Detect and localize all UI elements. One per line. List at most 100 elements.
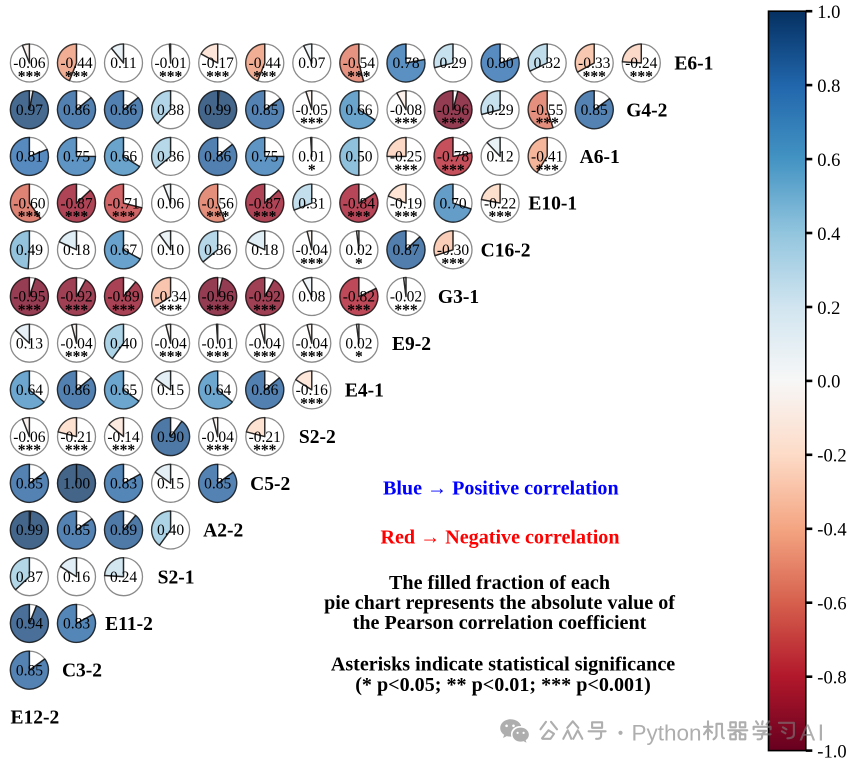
svg-text:-0.25: -0.25: [390, 149, 423, 166]
svg-text:***: ***: [206, 349, 230, 366]
svg-text:0.64: 0.64: [204, 382, 231, 399]
svg-text:A2-2: A2-2: [203, 521, 243, 542]
svg-text:S2-2: S2-2: [299, 427, 336, 448]
svg-text:***: ***: [206, 302, 230, 319]
svg-text:The filled fraction of each: The filled fraction of each: [389, 572, 610, 594]
svg-text:-0.04: -0.04: [60, 335, 93, 352]
svg-text:G4-2: G4-2: [626, 100, 667, 121]
svg-text:0.36: 0.36: [204, 242, 231, 259]
svg-text:Asterisks indicate statistical: Asterisks indicate statistical significa…: [331, 654, 675, 676]
svg-text:***: ***: [300, 395, 324, 412]
svg-text:-0.01: -0.01: [154, 55, 186, 72]
svg-text:***: ***: [347, 69, 371, 86]
svg-text:***: ***: [394, 209, 418, 226]
svg-text:0.6: 0.6: [817, 151, 840, 171]
svg-text:-0.87: -0.87: [249, 195, 282, 212]
svg-text:-0.22: -0.22: [484, 195, 516, 212]
svg-text:***: ***: [488, 209, 512, 226]
svg-text:***: ***: [206, 69, 230, 86]
svg-text:***: ***: [18, 442, 42, 459]
svg-text:***: ***: [300, 115, 324, 132]
svg-text:-0.89: -0.89: [107, 289, 140, 306]
svg-text:-0.06: -0.06: [13, 55, 46, 72]
svg-text:0.01: 0.01: [298, 149, 325, 166]
svg-text:***: ***: [347, 302, 371, 319]
svg-text:1.00: 1.00: [63, 476, 90, 493]
svg-text:0.32: 0.32: [534, 55, 561, 72]
svg-text:A6-1: A6-1: [580, 147, 620, 168]
svg-text:1.0: 1.0: [817, 3, 840, 23]
svg-text:C16-2: C16-2: [481, 240, 531, 261]
svg-text:*: *: [308, 162, 316, 179]
svg-text:***: ***: [65, 69, 89, 86]
svg-text:-0.2: -0.2: [817, 447, 846, 467]
svg-text:0.94: 0.94: [16, 616, 43, 633]
svg-text:-0.44: -0.44: [249, 55, 282, 72]
svg-text:-0.04: -0.04: [154, 335, 187, 352]
svg-text:0.15: 0.15: [157, 476, 184, 493]
svg-text:E4-1: E4-1: [345, 381, 384, 402]
svg-text:E12-2: E12-2: [11, 707, 60, 728]
svg-text:0.10: 0.10: [157, 242, 184, 259]
svg-text:-0.21: -0.21: [249, 429, 281, 446]
svg-text:0.50: 0.50: [345, 149, 372, 166]
svg-text:0.08: 0.08: [298, 289, 325, 306]
svg-text:-0.04: -0.04: [296, 335, 329, 352]
svg-text:E9-2: E9-2: [392, 334, 431, 355]
svg-text:***: ***: [394, 115, 418, 132]
svg-text:***: ***: [18, 209, 42, 226]
svg-text:E10-1: E10-1: [528, 194, 577, 215]
svg-text:0.87: 0.87: [392, 242, 419, 259]
svg-text:-0.05: -0.05: [296, 102, 329, 119]
svg-text:***: ***: [206, 442, 230, 459]
svg-text:***: ***: [65, 349, 89, 366]
svg-text:***: ***: [159, 302, 183, 319]
svg-text:0.86: 0.86: [204, 149, 231, 166]
svg-text:-0.56: -0.56: [202, 195, 235, 212]
svg-text:0.18: 0.18: [251, 242, 278, 259]
svg-text:-0.04: -0.04: [296, 242, 329, 259]
svg-text:0.86: 0.86: [110, 102, 137, 119]
svg-text:0.86: 0.86: [63, 102, 90, 119]
svg-text:-0.60: -0.60: [13, 195, 46, 212]
svg-text:G3-1: G3-1: [438, 287, 479, 308]
svg-text:-0.24: -0.24: [625, 55, 658, 72]
svg-text:***: ***: [253, 302, 277, 319]
svg-text:0.97: 0.97: [16, 102, 43, 119]
svg-text:***: ***: [583, 69, 607, 86]
svg-text:-0.55: -0.55: [531, 102, 564, 119]
svg-text:0.8: 0.8: [817, 77, 840, 97]
svg-text:0.66: 0.66: [345, 102, 372, 119]
svg-text:0.90: 0.90: [157, 429, 184, 446]
svg-text:S2-1: S2-1: [158, 567, 195, 588]
svg-text:***: ***: [394, 302, 418, 319]
svg-text:***: ***: [253, 442, 277, 459]
svg-text:-0.08: -0.08: [390, 102, 423, 119]
svg-text:***: ***: [441, 255, 465, 272]
svg-text:***: ***: [65, 209, 89, 226]
svg-text:-0.01: -0.01: [202, 335, 234, 352]
svg-text:0.89: 0.89: [110, 522, 137, 539]
svg-text:0.80: 0.80: [487, 55, 514, 72]
svg-text:***: ***: [112, 442, 136, 459]
svg-text:-0.33: -0.33: [578, 55, 611, 72]
svg-text:0.85: 0.85: [16, 662, 43, 679]
svg-text:***: ***: [347, 209, 371, 226]
svg-text:***: ***: [300, 255, 324, 272]
svg-text:-0.19: -0.19: [390, 195, 423, 212]
svg-text:C3-2: C3-2: [62, 661, 102, 682]
svg-text:-0.04: -0.04: [202, 429, 235, 446]
svg-text:***: ***: [18, 69, 42, 86]
svg-text:0.64: 0.64: [16, 382, 43, 399]
svg-text:0.29: 0.29: [439, 55, 466, 72]
svg-text:0.12: 0.12: [487, 149, 514, 166]
svg-text:the Pearson correlation coeffi: the Pearson correlation coefficient: [353, 612, 647, 634]
svg-text:pie chart represents the absol: pie chart represents the absolute value …: [324, 592, 675, 614]
svg-text:0.86: 0.86: [63, 382, 90, 399]
svg-text:*: *: [355, 349, 363, 366]
svg-text:-0.17: -0.17: [202, 55, 235, 72]
svg-text:0.02: 0.02: [345, 242, 372, 259]
svg-text:0.18: 0.18: [63, 242, 90, 259]
svg-text:0.15: 0.15: [157, 382, 184, 399]
svg-text:***: ***: [253, 69, 277, 86]
